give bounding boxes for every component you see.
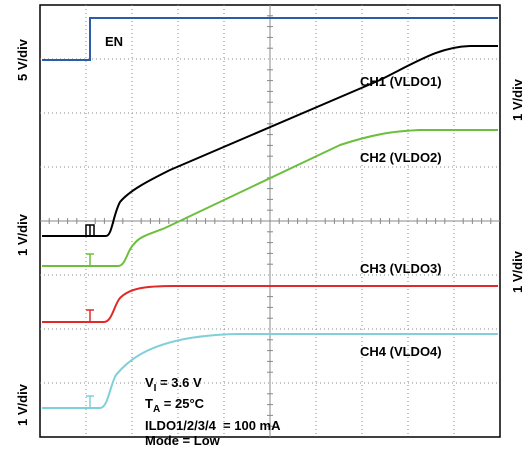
scale-label: 5 V/div (15, 38, 30, 81)
condition-rest: = 3.6 V (156, 375, 201, 390)
condition-rest: = 25°C (160, 396, 204, 411)
ch3-trace (42, 285, 498, 323)
ch4-marker (86, 395, 94, 408)
symbol: V (145, 375, 154, 390)
signal-label: CH2 (VLDO2) (360, 150, 442, 165)
condition: Mode = Low (145, 433, 221, 448)
signal-label: CH1 (VLDO1) (360, 74, 442, 89)
scale-label: 1 V/div (510, 78, 525, 121)
subscript: I (154, 383, 157, 394)
scale-label: 1 V/div (510, 250, 525, 293)
signal-label: CH3 (VLDO3) (360, 261, 442, 276)
condition: TA = 25°C (145, 396, 205, 415)
condition: VI = 3.6 V (145, 375, 202, 394)
ch1-trace (42, 45, 498, 237)
ch3-marker (86, 309, 94, 322)
ch2-trace (42, 129, 498, 267)
en-trace (42, 17, 498, 61)
signal-label: EN (105, 34, 123, 49)
ch4-trace (42, 333, 498, 409)
ch1-marker (85, 224, 95, 236)
signal-label: CH4 (VLDO4) (360, 344, 442, 359)
scale-label: 1 V/div (15, 213, 30, 256)
subscript: A (153, 404, 160, 415)
symbol: T (145, 396, 153, 411)
scale-label: 1 V/div (15, 383, 30, 426)
condition: ILDO1/2/3/4 = 100 mA (145, 418, 281, 433)
ch2-marker (86, 253, 94, 266)
